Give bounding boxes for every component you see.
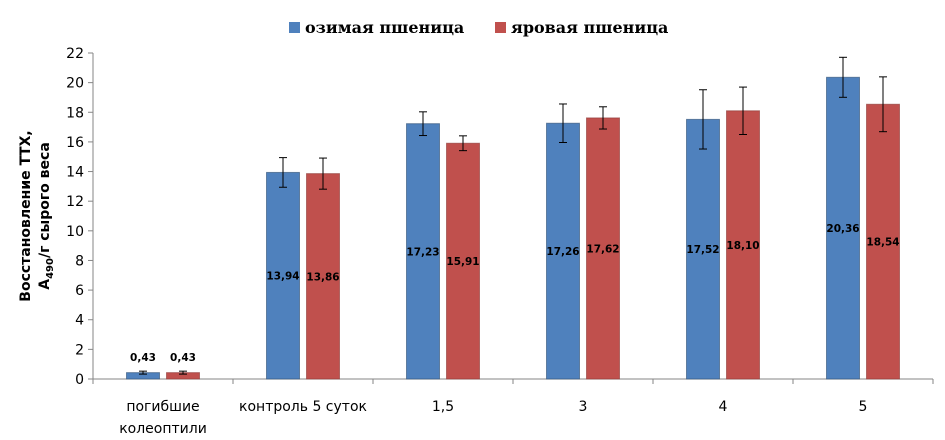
data-label: 13,86 [306, 271, 339, 283]
bar-spring-5 [866, 104, 900, 380]
ylabel-subscript: 490 [45, 258, 56, 279]
y-tick-label: 0 [75, 372, 84, 388]
x-category-label: 5 [859, 399, 868, 415]
data-label: 20,36 [826, 223, 859, 235]
bar-spring-3 [586, 117, 620, 380]
y-tick-label: 20 [66, 76, 84, 92]
legend-label-0: озимая пшеница [305, 18, 464, 37]
data-label: 15,91 [446, 256, 479, 268]
legend: озимая пшеница яровая пшеница [289, 18, 668, 37]
bar-winter-1 [266, 171, 300, 380]
legend-swatch-1 [495, 22, 506, 33]
y-tick-label: 2 [75, 342, 84, 358]
bar-winter-4 [686, 118, 720, 380]
y-tick-label: 18 [66, 105, 84, 121]
bar-spring-4 [726, 110, 760, 380]
x-category-label: 1,5 [432, 399, 454, 415]
data-label: 0,43 [170, 352, 196, 364]
y-axis-label-line2: A490/г сырого веса [37, 142, 56, 290]
data-label: 13,94 [266, 271, 299, 283]
x-category-label: погибшие [126, 399, 199, 415]
legend-swatch-0 [289, 22, 300, 33]
legend-label-1: яровая пшеница [511, 18, 668, 37]
y-tick-label: 4 [75, 313, 84, 329]
ylabel-suffix: /г сырого веса [37, 142, 53, 258]
x-category-label: 4 [719, 399, 728, 415]
data-label: 18,54 [866, 237, 899, 249]
data-label: 17,52 [686, 244, 719, 256]
data-label: 18,10 [726, 240, 759, 252]
y-axis: 0 2 4 6 8 10 12 14 16 18 20 22 [66, 46, 94, 388]
bar-spring-1 [306, 173, 340, 379]
ylabel-prefix: A [37, 279, 53, 290]
bar-winter-2 [406, 123, 440, 380]
x-axis: погибшие колеоптили контроль 5 суток 1,5 3 4 5 [92, 378, 934, 437]
y-tick-label: 6 [75, 283, 84, 299]
bar-spring-0 [166, 372, 200, 379]
y-axis-title: Восстановление ТТХ, A490/г сырого веса [18, 130, 56, 301]
bar-winter-5 [826, 76, 860, 380]
y-tick-label: 12 [66, 194, 84, 210]
x-category-label: 3 [579, 399, 588, 415]
y-tick-label: 16 [66, 135, 84, 151]
bar-winter-3 [546, 122, 580, 380]
data-labels: 0,43 13,94 17,23 17,26 17,52 20,36 0,43 13,86 15… [130, 223, 900, 364]
y-tick-label: 8 [75, 253, 84, 269]
y-tick-label: 22 [66, 46, 84, 62]
bars [126, 56, 900, 380]
y-tick-label: 10 [66, 224, 84, 240]
y-tick-label: 14 [66, 165, 84, 181]
y-axis-label-line1: Восстановление ТТХ, [18, 130, 34, 301]
x-category-label: контроль 5 суток [239, 399, 367, 415]
x-category-label: колеоптили [119, 421, 207, 437]
data-label: 17,23 [406, 246, 439, 258]
data-label: 0,43 [130, 352, 156, 364]
data-label: 17,62 [586, 243, 619, 255]
data-label: 17,26 [546, 246, 579, 258]
bar-spring-2 [446, 143, 480, 379]
